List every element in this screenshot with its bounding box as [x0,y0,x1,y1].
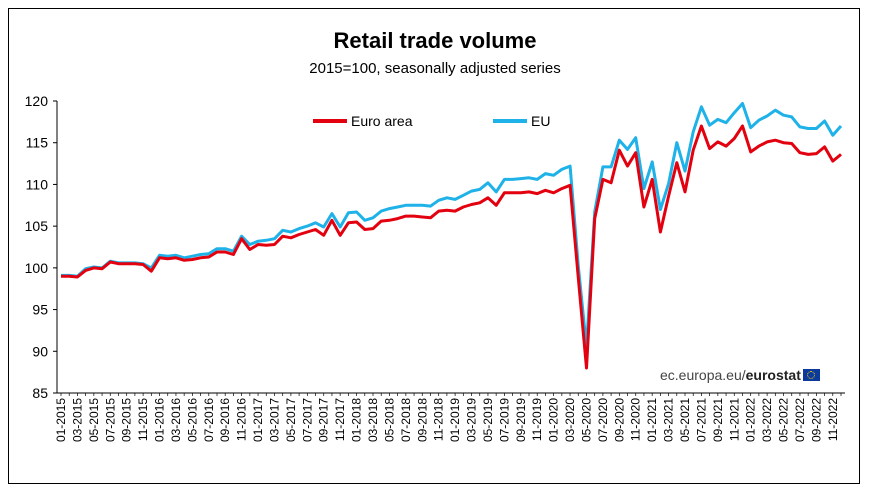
x-tick-label: 05-2016 [185,398,199,442]
x-tick-label: 05-2019 [481,398,495,442]
y-tick-label: 100 [25,260,49,276]
x-tick-label: 03-2018 [366,398,380,442]
x-tick-label: 03-2022 [760,398,774,442]
x-tick-label: 01-2022 [744,398,758,442]
x-tick-label: 03-2019 [465,398,479,442]
x-tick-label: 09-2015 [120,398,134,442]
series-lines [61,102,843,370]
y-tick-label: 115 [26,135,49,151]
x-tick-label: 07-2017 [300,398,314,442]
x-tick-label: 01-2020 [547,398,561,442]
x-tick-label: 11-2016 [235,398,249,441]
legend-label: EU [531,113,550,129]
y-axis-ticks: 85 90 95 100 105 110 115 120 [25,93,57,401]
x-tick-label: 09-2018 [415,398,429,442]
x-tick-label: 09-2016 [218,398,232,442]
x-tick-label: 09-2020 [612,398,626,442]
x-tick-label: 11-2022 [826,398,840,441]
x-tick-label: 07-2016 [202,398,216,442]
y-tick-label: 120 [25,93,49,109]
x-tick-label: 01-2021 [645,398,659,442]
x-tick-label: 11-2020 [629,398,643,441]
x-tick-label: 07-2015 [103,398,117,442]
chart-legend: Euro area EU [313,113,550,129]
x-tick-label: 09-2021 [711,398,725,442]
x-tick-label: 09-2019 [514,398,528,442]
x-tick-label: 03-2015 [70,398,84,442]
chart-title: Retail trade volume [333,28,537,53]
y-tick-label: 95 [32,302,48,318]
chart-subtitle: 2015=100, seasonally adjusted series [309,60,561,77]
x-tick-label: 01-2019 [448,398,462,442]
x-tick-label: 01-2015 [54,398,68,442]
chart-frame [8,8,860,484]
x-tick-label: 11-2018 [432,398,446,441]
x-tick-label: 09-2017 [317,398,331,442]
x-tick-label: 11-2019 [530,398,544,441]
x-tick-label: 07-2019 [497,398,511,442]
x-tick-label: 05-2021 [678,398,692,442]
y-tick-label: 85 [32,385,48,401]
x-tick-label: 11-2017 [333,398,347,441]
x-tick-label: 03-2016 [169,398,183,442]
x-tick-label: 07-2021 [694,398,708,442]
x-tick-label: 05-2015 [87,398,101,442]
x-tick-label: 05-2020 [579,398,593,442]
x-tick-label: 07-2022 [793,398,807,442]
y-tick-label: 90 [32,343,48,359]
chart-axes [56,101,845,394]
series-line-eu [61,102,843,349]
x-tick-label: 05-2022 [777,398,791,442]
x-tick-label: 03-2017 [267,398,281,442]
x-tick-label: 05-2018 [382,398,396,442]
x-tick-label: 11-2015 [136,398,150,441]
eu-flag-icon [802,369,820,381]
x-tick-label: 03-2021 [662,398,676,442]
x-axis-ticks: 01-2015 03-2015 05-2015 07-2015 09-2015 11-20… [54,393,842,442]
source-credit: ec.europa.eu/eurostat [660,367,820,383]
x-tick-label: 07-2018 [399,398,413,442]
x-tick-label: 09-2022 [809,398,823,442]
x-tick-label: 01-2017 [251,398,265,442]
x-tick-label: 07-2020 [596,398,610,442]
x-tick-label: 01-2018 [350,398,364,442]
source-url: ec.europa.eu/ [660,367,746,383]
y-tick-label: 105 [25,218,49,234]
x-tick-label: 01-2016 [153,398,167,442]
source-brand: eurostat [745,367,801,383]
x-tick-label: 03-2020 [563,398,577,442]
series-line-euro-area [61,124,842,370]
y-tick-label: 110 [26,176,49,192]
x-tick-label: 05-2017 [284,398,298,442]
legend-label: Euro area [351,113,413,129]
x-tick-label: 11-2021 [727,398,741,441]
